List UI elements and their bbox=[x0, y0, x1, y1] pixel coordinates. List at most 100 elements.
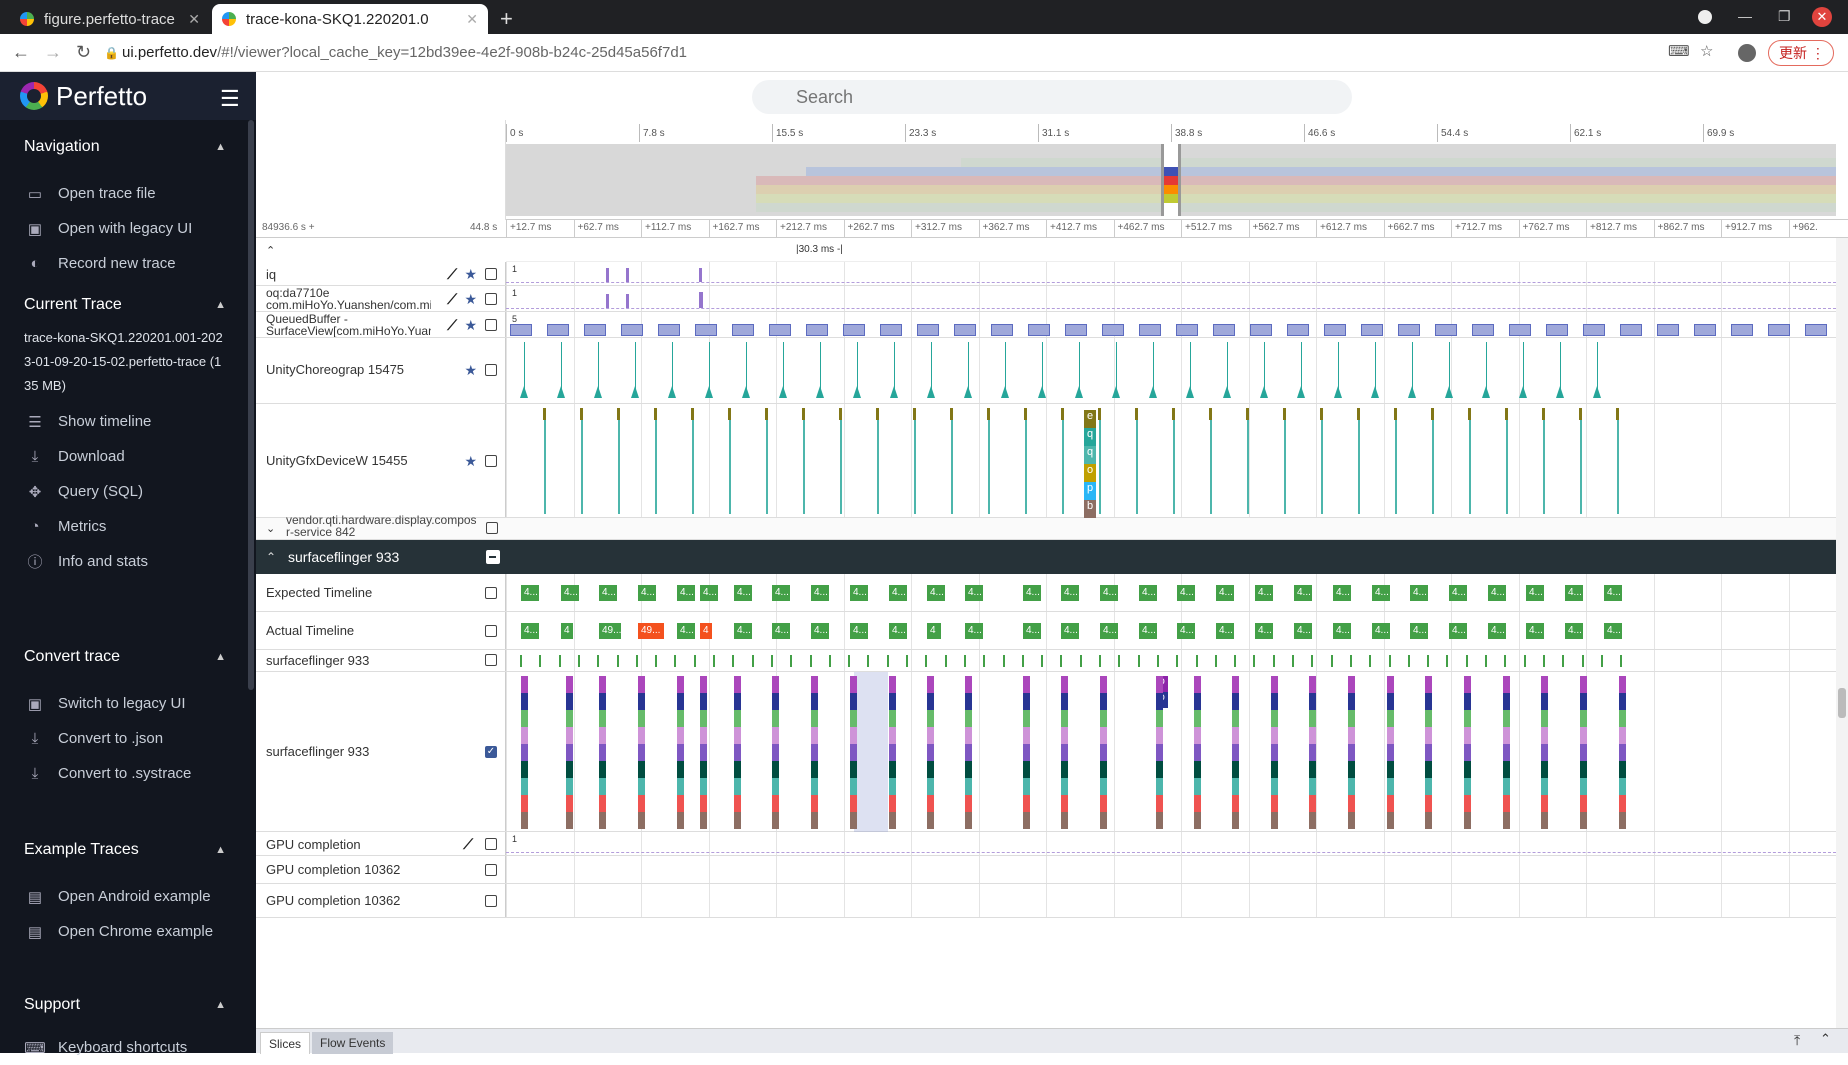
choreo-marker[interactable] bbox=[1149, 386, 1157, 398]
sf-thread-slice[interactable] bbox=[965, 812, 972, 829]
choreo-marker[interactable] bbox=[1556, 386, 1564, 398]
choreo-marker[interactable] bbox=[557, 386, 565, 398]
actual-slice[interactable]: 4... bbox=[1333, 623, 1351, 639]
pin-star-icon[interactable]: ★ bbox=[464, 317, 477, 333]
sf-thread-slice[interactable] bbox=[734, 812, 741, 829]
sf-thread-slice[interactable] bbox=[521, 676, 528, 693]
browser-tab-figure[interactable]: figure.perfetto-trace (42 l ✕ bbox=[10, 4, 210, 34]
gfx-slice[interactable] bbox=[1025, 408, 1027, 514]
pin-star-icon[interactable]: ★ bbox=[464, 291, 477, 307]
sf-thread-slice[interactable] bbox=[1023, 693, 1030, 710]
counter-step[interactable] bbox=[1065, 324, 1087, 336]
choreo-slice[interactable] bbox=[1301, 342, 1302, 398]
track-iq[interactable]: iq ⟋ ★ 1 bbox=[256, 262, 1848, 286]
gfx-slice-top[interactable] bbox=[1579, 408, 1582, 420]
sf-thread-slice[interactable] bbox=[677, 727, 684, 744]
expected-slice[interactable]: 4... bbox=[1449, 585, 1467, 601]
choreo-marker[interactable] bbox=[1223, 386, 1231, 398]
gfx-slice-top[interactable] bbox=[1468, 408, 1471, 420]
sf-thread-slice[interactable] bbox=[1023, 812, 1030, 829]
sf-thread-slice[interactable] bbox=[1387, 727, 1394, 744]
gfx-slice[interactable] bbox=[1136, 408, 1138, 514]
sf-main-slice[interactable] bbox=[1407, 655, 1410, 667]
sf-main-slice[interactable] bbox=[539, 655, 542, 667]
update-button[interactable]: 更新 ⋮ bbox=[1768, 40, 1834, 66]
expected-slice[interactable]: 4... bbox=[521, 585, 539, 601]
choreo-marker[interactable] bbox=[1260, 386, 1268, 398]
sf-thread-slice[interactable] bbox=[850, 761, 857, 778]
sf-thread-slice[interactable] bbox=[566, 676, 573, 693]
choreo-slice[interactable] bbox=[524, 342, 525, 398]
sf-thread-slice[interactable] bbox=[638, 812, 645, 829]
counter-step[interactable] bbox=[1102, 324, 1124, 336]
counter-step[interactable] bbox=[806, 324, 828, 336]
track-select-checkbox[interactable] bbox=[485, 895, 497, 907]
sf-thread-slice[interactable] bbox=[811, 727, 818, 744]
sf-thread-slice[interactable] bbox=[521, 778, 528, 795]
sf-thread-slice[interactable] bbox=[1425, 710, 1432, 727]
sf-thread-slice[interactable] bbox=[1309, 693, 1316, 710]
reload-icon[interactable]: ↻ bbox=[76, 42, 92, 62]
track-select-checkbox[interactable] bbox=[485, 625, 497, 637]
sf-thread-slice[interactable] bbox=[1156, 761, 1163, 778]
expected-slice[interactable]: 4... bbox=[677, 585, 695, 601]
gfx-slice[interactable] bbox=[618, 408, 620, 514]
sf-thread-slice[interactable] bbox=[521, 812, 528, 829]
sf-thread-slice[interactable] bbox=[1156, 812, 1163, 829]
sf-thread-slice[interactable] bbox=[638, 761, 645, 778]
sf-thread-slice[interactable] bbox=[1309, 710, 1316, 727]
sf-thread-slice[interactable] bbox=[1023, 795, 1030, 812]
sf-thread-slice[interactable] bbox=[1425, 676, 1432, 693]
sf-thread-slice[interactable] bbox=[638, 795, 645, 812]
expected-slice[interactable]: 4... bbox=[1565, 585, 1583, 601]
sf-thread-slice[interactable] bbox=[1061, 795, 1068, 812]
sf-thread-slice[interactable] bbox=[1387, 778, 1394, 795]
sf-thread-slice[interactable] bbox=[1425, 778, 1432, 795]
new-tab-button[interactable]: + bbox=[500, 6, 513, 31]
sf-main-slice[interactable] bbox=[828, 655, 831, 667]
sf-thread-slice[interactable] bbox=[1387, 795, 1394, 812]
sf-thread-slice[interactable] bbox=[566, 795, 573, 812]
sf-thread-slice[interactable] bbox=[1503, 693, 1510, 710]
counter-step[interactable] bbox=[1028, 324, 1050, 336]
gfx-slice[interactable] bbox=[544, 408, 546, 514]
sf-thread-slice[interactable] bbox=[1194, 795, 1201, 812]
sf-main-slice[interactable] bbox=[1272, 655, 1275, 667]
forward-icon[interactable]: → bbox=[44, 42, 62, 62]
actual-slice[interactable]: 4... bbox=[811, 623, 829, 639]
sf-thread-slice[interactable] bbox=[1061, 693, 1068, 710]
sf-thread-slice[interactable] bbox=[811, 761, 818, 778]
sf-main-slice[interactable] bbox=[790, 655, 793, 667]
counter-step[interactable] bbox=[1657, 324, 1679, 336]
gfx-slice-top[interactable] bbox=[1542, 408, 1545, 420]
sf-thread-slice[interactable] bbox=[1232, 812, 1239, 829]
sf-thread-slice[interactable] bbox=[677, 744, 684, 761]
sf-thread-slice[interactable] bbox=[850, 744, 857, 761]
sf-thread-slice[interactable] bbox=[1023, 744, 1030, 761]
sf-main-slice[interactable] bbox=[616, 655, 619, 667]
sf-thread-slice[interactable] bbox=[965, 795, 972, 812]
expected-slice[interactable]: 4... bbox=[734, 585, 752, 601]
sidebar-item-convert-systrace[interactable]: ⤓ Convert to .systrace bbox=[0, 756, 248, 791]
choreo-slice[interactable] bbox=[820, 342, 821, 398]
sf-thread-slice[interactable] bbox=[1503, 727, 1510, 744]
actual-slice[interactable]: 4... bbox=[1255, 623, 1273, 639]
sf-thread-slice[interactable] bbox=[1580, 812, 1587, 829]
track-gpu-completion-10362[interactable]: GPU completion 10362 bbox=[256, 856, 1848, 884]
choreo-slice[interactable] bbox=[672, 342, 673, 398]
sf-thread-slice[interactable] bbox=[1503, 795, 1510, 812]
sf-thread-slice[interactable] bbox=[1023, 761, 1030, 778]
track-surfaceflinger-main[interactable]: surfaceflinger 933 bbox=[256, 650, 1848, 672]
sf-thread-slice[interactable] bbox=[521, 710, 528, 727]
track-select-checkbox[interactable] bbox=[485, 455, 497, 467]
sf-thread-slice[interactable] bbox=[850, 676, 857, 693]
sf-thread-slice[interactable] bbox=[1619, 812, 1626, 829]
sf-thread-slice[interactable] bbox=[734, 676, 741, 693]
gfx-slice[interactable] bbox=[1247, 408, 1249, 514]
sf-thread-slice[interactable] bbox=[1387, 812, 1394, 829]
sf-thread-slice[interactable] bbox=[599, 795, 606, 812]
gfx-slice[interactable] bbox=[1099, 408, 1101, 514]
sf-thread-slice[interactable] bbox=[1464, 744, 1471, 761]
sf-main-slice[interactable] bbox=[867, 655, 870, 667]
sf-thread-slice[interactable] bbox=[1464, 795, 1471, 812]
